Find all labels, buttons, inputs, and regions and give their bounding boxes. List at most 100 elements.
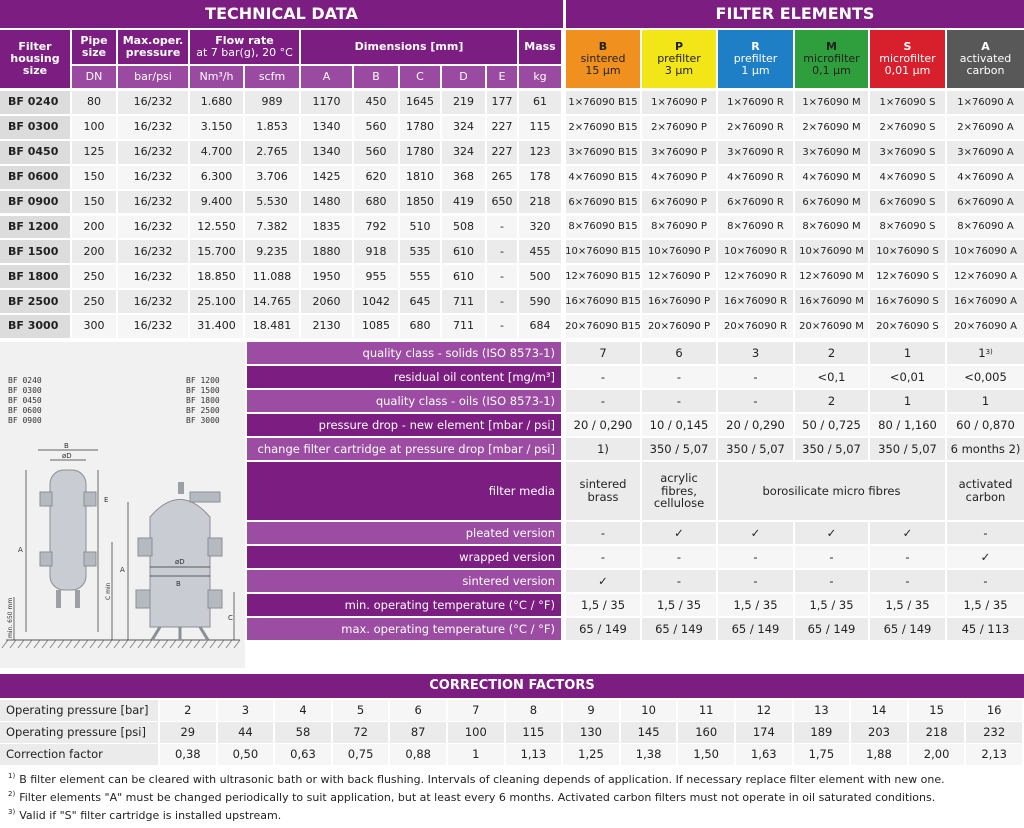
data-cell: - xyxy=(487,215,517,239)
model-name: BF 3000 xyxy=(0,315,70,338)
data-cell: 16/232 xyxy=(118,290,188,314)
property-value: 2 xyxy=(795,390,868,412)
correction-value: 4 xyxy=(275,700,331,721)
data-cell: - xyxy=(487,240,517,264)
correction-value: 1,38 xyxy=(620,744,677,765)
data-cell: 16/232 xyxy=(118,190,188,214)
data-cell: 4.700 xyxy=(190,140,243,164)
property-value: 1,5 / 35 xyxy=(642,594,716,616)
drawing-model-label: BF 1800 xyxy=(186,396,220,405)
data-cell: 1340 xyxy=(301,140,352,164)
property-value: 1,5 / 35 xyxy=(947,594,1024,616)
element-cell: 8×76090 R xyxy=(718,215,793,239)
data-cell: 16/232 xyxy=(118,240,188,264)
element-line1: prefilter xyxy=(657,51,701,65)
correction-value: 145 xyxy=(620,722,677,743)
data-cell: 1645 xyxy=(400,91,440,114)
data-cell: 14.765 xyxy=(245,290,299,314)
element-cell: 3×76090 M xyxy=(795,140,868,164)
element-cell: 16×76090 B15 xyxy=(565,290,641,314)
model-name: BF 0450 xyxy=(0,140,70,164)
element-cell: 10×76090 A xyxy=(947,240,1024,264)
media-cell: sintered brass xyxy=(566,462,640,520)
filter-elements-title: FILTER ELEMENTS xyxy=(566,0,1024,28)
data-cell: 1.853 xyxy=(245,115,299,139)
property-label: max. operating temperature (°C / °F) xyxy=(247,618,561,640)
element-cell: 1×76090 P xyxy=(642,91,716,114)
dim-cmin: C min xyxy=(105,582,112,600)
data-cell: - xyxy=(487,265,517,289)
filter-housing-drawing: B øD A min. 650 mm E øD B A C min C xyxy=(1,442,241,649)
element-line2: 3 µm xyxy=(664,64,694,78)
data-cell: 9.400 xyxy=(190,190,243,214)
property-value: ✓ xyxy=(642,522,716,544)
correction-value: 7 xyxy=(448,700,504,721)
data-cell: 1042 xyxy=(354,290,398,314)
correction-value: 1,75 xyxy=(793,744,850,765)
correction-value: 100 xyxy=(448,722,504,743)
property-value: - xyxy=(566,522,640,544)
element-cell: 12×76090 S xyxy=(870,265,945,289)
element-cell: 8×76090 A xyxy=(947,215,1024,239)
header-unit-4: A xyxy=(301,66,352,88)
element-cell: 6×76090 B15 xyxy=(566,190,640,214)
correction-value: 189 xyxy=(793,722,850,743)
correction-value: 1,88 xyxy=(851,744,907,765)
data-cell: 16/232 xyxy=(118,315,188,338)
property-value: ✓ xyxy=(718,522,793,544)
correction-value: 87 xyxy=(390,722,446,743)
correction-title: CORRECTION FACTORS xyxy=(0,674,1024,698)
element-line1: prefilter xyxy=(733,51,778,65)
property-value: - xyxy=(566,366,640,388)
drawing-model-label: BF 1200 xyxy=(186,376,220,385)
element-code: P xyxy=(674,39,684,53)
element-cell: 4×76090 B15 xyxy=(566,165,640,189)
data-cell: 125 xyxy=(72,140,116,164)
data-cell: 2.765 xyxy=(245,140,299,164)
dim-d-small: øD xyxy=(62,452,72,460)
element-cell: 6×76090 P xyxy=(642,190,716,214)
property-value: ✓ xyxy=(947,546,1024,568)
data-cell: 560 xyxy=(354,140,398,164)
element-cell: 3×76090 P xyxy=(642,140,716,164)
property-value: - xyxy=(870,546,945,568)
element-cell: 1×76090 B15 xyxy=(566,91,640,114)
header-unit-8: E xyxy=(487,66,517,88)
technical-data-title: TECHNICAL DATA xyxy=(0,0,563,28)
property-value: - xyxy=(566,390,640,412)
data-cell: 620 xyxy=(354,165,398,189)
property-value: 50 / 0,725 xyxy=(795,414,868,436)
correction-value: 115 xyxy=(505,722,562,743)
element-cell: 8×76090 P xyxy=(642,215,716,239)
element-cell: 20×76090 A xyxy=(947,315,1024,338)
property-value: - xyxy=(642,570,716,592)
data-cell: 3.706 xyxy=(245,165,299,189)
data-cell: 1085 xyxy=(354,315,398,338)
footnote: 3) Valid if "S" filter cartridge is insta… xyxy=(8,808,281,822)
footnote-marker: 3) xyxy=(985,348,993,357)
data-cell: 711 xyxy=(442,315,485,338)
property-value: 65 / 149 xyxy=(642,618,716,640)
element-cell: 16×76090 P xyxy=(642,290,716,314)
drawing-model-label: BF 0600 xyxy=(8,406,42,415)
correction-value: 12 xyxy=(736,700,792,721)
element-cell: 4×76090 S xyxy=(870,165,945,189)
data-cell: 989 xyxy=(245,91,299,114)
model-name: BF 1800 xyxy=(0,265,70,289)
property-value: ✓ xyxy=(566,570,640,592)
data-cell: 1810 xyxy=(400,165,440,189)
data-cell: 680 xyxy=(354,190,398,214)
data-cell: 31.400 xyxy=(190,315,243,338)
property-value: 1 xyxy=(870,342,945,364)
dim-c: C xyxy=(228,614,233,622)
property-value: 65 / 149 xyxy=(870,618,945,640)
header-pipe: Pipe size xyxy=(72,30,116,64)
element-cell: 12×76090 B15 xyxy=(565,265,641,289)
element-cell: 8×76090 S xyxy=(870,215,945,239)
element-cell: 6×76090 S xyxy=(870,190,945,214)
data-cell: 7.382 xyxy=(245,215,299,239)
data-cell: 16/232 xyxy=(118,215,188,239)
data-cell: 80 xyxy=(72,91,116,114)
property-value: 10 / 0,145 xyxy=(642,414,716,436)
